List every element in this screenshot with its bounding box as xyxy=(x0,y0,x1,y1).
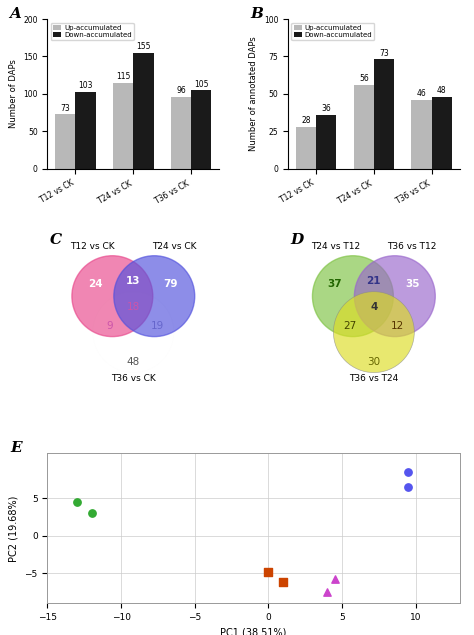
Text: A: A xyxy=(9,7,21,21)
Y-axis label: Number of annotated DAPs: Number of annotated DAPs xyxy=(249,37,258,151)
Text: 13: 13 xyxy=(126,276,141,286)
Point xyxy=(264,566,272,577)
Text: 9: 9 xyxy=(106,321,113,331)
Text: 105: 105 xyxy=(194,80,209,89)
Point xyxy=(404,482,412,492)
Y-axis label: Number of DAPs: Number of DAPs xyxy=(9,60,18,128)
Y-axis label: PC2 (19.68%): PC2 (19.68%) xyxy=(9,495,19,561)
Text: 35: 35 xyxy=(406,279,420,289)
Point xyxy=(323,587,331,597)
Text: 79: 79 xyxy=(164,279,178,289)
Text: C: C xyxy=(49,233,62,247)
Text: 73: 73 xyxy=(61,104,70,112)
Text: B: B xyxy=(250,7,263,21)
Text: 46: 46 xyxy=(417,90,427,98)
Bar xyxy=(55,114,75,169)
Circle shape xyxy=(72,256,153,337)
Circle shape xyxy=(333,291,414,373)
Circle shape xyxy=(355,256,435,337)
Point xyxy=(404,467,412,478)
Bar xyxy=(411,100,432,169)
Text: T24 vs CK: T24 vs CK xyxy=(152,242,196,251)
Text: 103: 103 xyxy=(78,81,93,90)
Text: T36 vs CK: T36 vs CK xyxy=(111,374,155,383)
Circle shape xyxy=(114,256,195,337)
Text: 12: 12 xyxy=(391,321,404,331)
Bar xyxy=(133,53,154,169)
Bar xyxy=(316,115,336,169)
Point xyxy=(331,574,338,584)
Text: 155: 155 xyxy=(136,43,151,51)
Text: 24: 24 xyxy=(89,279,103,289)
Text: E: E xyxy=(10,441,22,455)
Text: 28: 28 xyxy=(301,116,310,125)
Bar xyxy=(191,90,211,169)
Text: T36 vs T24: T36 vs T24 xyxy=(349,374,399,383)
Text: 4: 4 xyxy=(370,302,378,312)
Text: 27: 27 xyxy=(343,321,356,331)
Text: 48: 48 xyxy=(437,86,447,95)
Bar xyxy=(296,127,316,169)
Bar xyxy=(374,60,394,169)
Point xyxy=(73,497,81,507)
Text: 37: 37 xyxy=(328,279,342,289)
Bar xyxy=(113,83,133,169)
Text: 30: 30 xyxy=(367,357,381,367)
Text: T36 vs T12: T36 vs T12 xyxy=(387,242,437,251)
Point xyxy=(88,508,95,518)
Legend: Up-accumulated, Down-accumulated: Up-accumulated, Down-accumulated xyxy=(292,22,374,40)
Bar xyxy=(354,85,374,169)
Text: 73: 73 xyxy=(379,49,389,58)
Text: 18: 18 xyxy=(127,302,140,312)
Text: 19: 19 xyxy=(151,321,164,331)
Text: 21: 21 xyxy=(366,276,381,286)
Circle shape xyxy=(312,256,393,337)
Text: T12 vs CK: T12 vs CK xyxy=(71,242,115,251)
Text: D: D xyxy=(290,233,303,247)
Text: 96: 96 xyxy=(176,86,186,95)
Text: 115: 115 xyxy=(116,72,130,81)
Point xyxy=(279,577,287,587)
Bar xyxy=(75,91,96,169)
Legend: Up-accumulated, Down-accumulated: Up-accumulated, Down-accumulated xyxy=(51,22,134,40)
Bar xyxy=(171,97,191,169)
X-axis label: PC1 (38.51%): PC1 (38.51%) xyxy=(220,627,287,635)
Bar xyxy=(432,97,452,169)
Text: 36: 36 xyxy=(321,104,331,114)
Text: 48: 48 xyxy=(127,357,140,367)
Text: 56: 56 xyxy=(359,74,369,83)
Text: T24 vs T12: T24 vs T12 xyxy=(311,242,360,251)
